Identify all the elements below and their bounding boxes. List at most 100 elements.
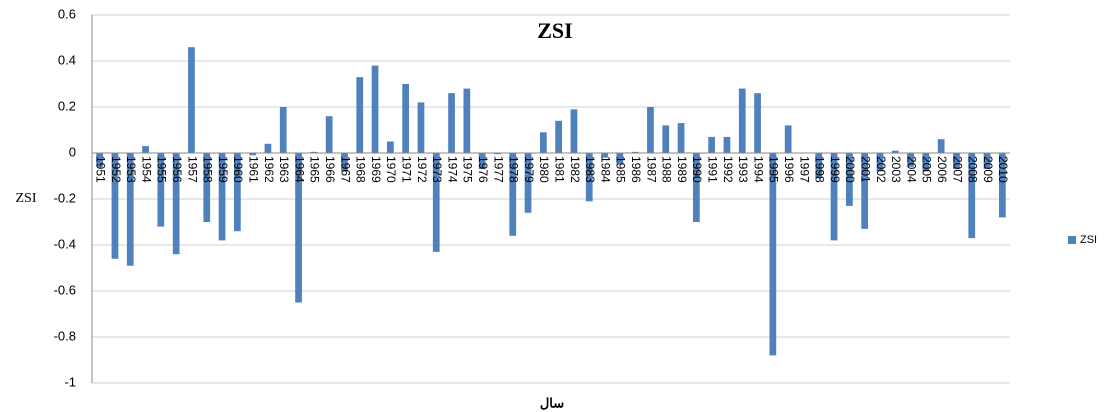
x-tick-label: 2006 — [935, 156, 949, 183]
bar — [157, 153, 165, 227]
y-axis-title: ZSI — [16, 191, 37, 206]
bar — [616, 153, 624, 165]
bar — [845, 153, 853, 206]
x-tick-label: 2004 — [904, 156, 918, 183]
bar — [233, 153, 241, 232]
x-tick-label: 2007 — [950, 156, 964, 183]
x-tick-label: 1969 — [369, 156, 383, 183]
y-tick-label: 0.6 — [58, 6, 76, 21]
x-tick-label: 1989 — [675, 156, 689, 183]
bar — [539, 132, 547, 153]
x-tick-label: 1982 — [568, 156, 582, 183]
bar — [402, 84, 410, 153]
x-tick-label: 1992 — [721, 156, 735, 183]
x-tick-label: 1977 — [491, 156, 505, 183]
bar — [677, 123, 685, 153]
bar — [417, 102, 425, 153]
x-tick-label: 1957 — [185, 156, 199, 183]
x-tick-label: 1990 — [690, 156, 704, 183]
y-tick-label: 0.4 — [58, 52, 76, 67]
x-tick-label: 1971 — [399, 156, 413, 183]
y-tick-label: -0.6 — [54, 282, 76, 297]
bar — [356, 77, 364, 153]
x-tick-label: 2002 — [874, 156, 888, 183]
bar — [784, 125, 792, 153]
x-tick-label: 1993 — [736, 156, 750, 183]
x-tick-label: 1974 — [445, 156, 459, 183]
x-tick-label: 1976 — [476, 156, 490, 183]
bar — [907, 153, 914, 167]
x-tick-label: 1984 — [598, 156, 612, 183]
bar — [203, 153, 211, 222]
bar — [631, 151, 639, 153]
x-tick-label: 1978 — [507, 156, 521, 183]
x-tick-label: 1952 — [109, 156, 123, 183]
x-tick-label: 1997 — [797, 156, 811, 183]
bar — [310, 151, 318, 153]
y-tick-label: -0.4 — [54, 236, 76, 251]
x-tick-label: 1953 — [124, 156, 138, 183]
bar — [968, 153, 976, 239]
bar — [111, 153, 119, 259]
y-tick-label: -1 — [64, 374, 76, 389]
bar — [218, 153, 226, 241]
x-tick-label: 1999 — [828, 156, 842, 183]
chart-title: ZSI — [537, 18, 572, 43]
bar — [386, 141, 394, 153]
x-tick-label: 1965 — [308, 156, 322, 183]
bar — [585, 153, 593, 202]
bar — [478, 153, 486, 170]
x-tick-label: 1979 — [522, 156, 536, 183]
bar — [279, 107, 287, 153]
x-axis-title: سال — [540, 395, 564, 410]
bar — [371, 65, 379, 153]
bar — [341, 153, 348, 172]
x-tick-label: 2001 — [858, 156, 872, 183]
bar — [953, 153, 960, 170]
y-tick-label: -0.2 — [54, 190, 76, 205]
legend-swatch — [1068, 236, 1076, 244]
bar — [723, 136, 731, 153]
bar — [96, 153, 104, 167]
bar — [295, 153, 302, 303]
y-tick-label: -0.8 — [54, 328, 76, 343]
x-tick-label: 2000 — [843, 156, 857, 183]
bar — [815, 153, 823, 179]
x-tick-label: 1988 — [660, 156, 674, 183]
x-tick-label: 1985 — [614, 156, 628, 183]
bar — [601, 153, 608, 158]
bar — [325, 116, 333, 153]
bar — [983, 153, 991, 170]
x-tick-label: 2003 — [889, 156, 903, 183]
bar — [861, 153, 869, 229]
x-tick-label: 1967 — [338, 156, 352, 183]
x-tick-label: 1998 — [813, 156, 827, 183]
bar — [524, 153, 532, 213]
x-tick-label: 1986 — [629, 156, 643, 183]
bar — [448, 93, 455, 153]
x-tick-label: 2009 — [981, 156, 995, 183]
x-tick-label: 1958 — [201, 156, 215, 183]
x-tick-label: 2005 — [920, 156, 934, 183]
bar — [998, 153, 1006, 218]
x-tick-label: 1955 — [155, 156, 169, 183]
x-tick-label: 1959 — [216, 156, 230, 183]
bar — [463, 88, 471, 153]
x-tick-label: 1962 — [262, 156, 276, 183]
bar — [570, 109, 578, 153]
x-tick-label: 1951 — [93, 156, 107, 183]
legend-label: ZSI — [1080, 234, 1097, 246]
x-tick-label: 1963 — [277, 156, 291, 183]
x-tick-label: 1964 — [292, 156, 306, 183]
x-tick-label: 1968 — [354, 156, 368, 183]
x-tick-label: 1996 — [782, 156, 796, 183]
bar — [494, 153, 501, 155]
y-tick-label: 0 — [69, 144, 76, 159]
y-tick-label: 0.2 — [58, 98, 76, 113]
bar — [692, 153, 700, 222]
bar — [738, 88, 746, 153]
bar — [172, 153, 180, 255]
x-tick-label: 1975 — [461, 156, 475, 183]
x-tick-label: 1970 — [384, 156, 398, 183]
x-tick-label: 1994 — [751, 156, 765, 183]
